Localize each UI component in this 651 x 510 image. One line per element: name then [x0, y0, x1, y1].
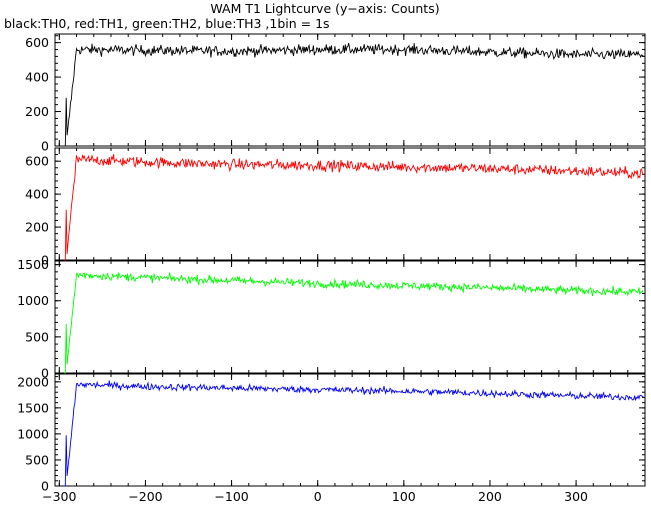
y-tick-label: 600 [25, 35, 49, 50]
panel-frame [54, 260, 646, 374]
x-tick-label: 200 [478, 489, 502, 504]
y-tick-label: 0 [41, 366, 49, 381]
x-tick-label: 100 [392, 489, 416, 504]
x-axis: −300 −200 −100 0 100 200 300 [42, 489, 588, 504]
panel-frame [54, 373, 646, 487]
x-tick-label: 0 [314, 489, 322, 504]
y-tick-label: 600 [25, 154, 49, 169]
series-line-th1 [64, 154, 644, 261]
y-tick-label: 400 [25, 70, 49, 85]
y-tick-label: 1500 [17, 257, 49, 272]
x-tick-label: −200 [128, 489, 162, 504]
panel-frame [54, 147, 646, 261]
y-tick-label: 500 [25, 329, 49, 344]
chart-title: WAM T1 Lightcurve (y−axis: Counts) [210, 1, 439, 16]
x-tick-label: −300 [42, 489, 76, 504]
y-tick-label: 200 [25, 104, 49, 119]
y-tick-label: 1000 [17, 426, 49, 441]
y-tick-label: 1500 [17, 400, 49, 415]
panels-layer: 0200400600020040060005001000150005001000… [17, 33, 646, 494]
y-tick-label: 2000 [17, 374, 49, 389]
series-line-th3 [64, 380, 644, 487]
y-tick-label: 500 [25, 452, 49, 467]
y-tick-label: 400 [25, 187, 49, 202]
y-tick-label: 200 [25, 220, 49, 235]
y-tick-label: 0 [41, 253, 49, 268]
series-line-th2 [64, 272, 644, 374]
panel-frame [54, 33, 646, 147]
chart-subtitle: black:TH0, red:TH1, green:TH2, blue:TH3 … [4, 16, 330, 31]
series-line-th0 [64, 42, 644, 147]
panel-th1: 0 200 400 600 [25, 147, 646, 268]
panel-th0: 0 200 400 600 [25, 33, 646, 154]
y-tick-label: 1000 [17, 293, 49, 308]
panel-th2: 0 500 1000 1500 [17, 257, 646, 381]
y-tick-label: 0 [41, 139, 49, 154]
x-tick-label: 300 [564, 489, 588, 504]
y-tick-label: 0 [41, 479, 49, 494]
panel-th3: 0 500 1000 1500 2000 [17, 373, 646, 494]
x-tick-label: −100 [214, 489, 248, 504]
